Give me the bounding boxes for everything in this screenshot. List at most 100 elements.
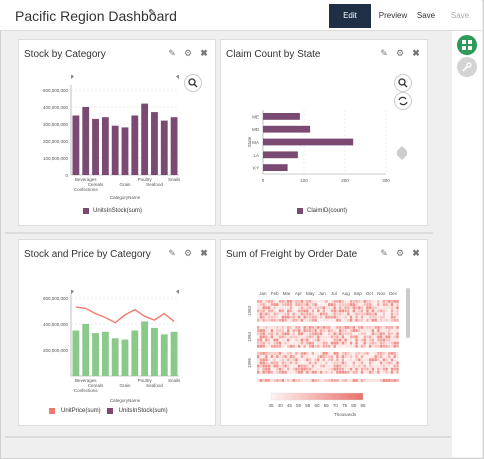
heat-cell [325, 300, 328, 303]
heat-cell [257, 315, 260, 319]
heat-cell [368, 315, 372, 319]
vertical-scrollbar[interactable] [406, 288, 410, 338]
heat-cell [325, 303, 328, 306]
heat-cell [276, 335, 279, 339]
heat-cell [281, 341, 285, 345]
heat-cell [366, 355, 369, 358]
heat-cell [360, 352, 364, 355]
month-label: Apr [295, 291, 303, 296]
heat-cell [355, 364, 358, 368]
close-icon[interactable]: ✖ [200, 247, 208, 258]
heat-cell [292, 326, 295, 329]
heat-cell [265, 332, 268, 336]
heat-cell [352, 341, 356, 345]
heat-cell [352, 367, 356, 371]
heat-cell [382, 367, 386, 371]
gear-icon[interactable]: ⚙ [183, 247, 193, 258]
heat-cell [363, 318, 366, 322]
heat-cell [325, 309, 328, 313]
heat-cell [281, 367, 285, 371]
heat-cell [333, 352, 336, 355]
heat-cell [366, 326, 369, 329]
heat-cell [295, 341, 298, 345]
heat-cell [287, 358, 290, 362]
grid-view-button[interactable] [457, 35, 477, 55]
wrench-button[interactable] [457, 57, 477, 77]
zoom-button[interactable] [184, 74, 202, 92]
heat-cell [338, 344, 342, 348]
heat-cell [314, 303, 317, 306]
heat-cell [390, 300, 394, 303]
heat-cell [338, 379, 342, 382]
pencil-icon[interactable]: ✎ [168, 247, 176, 258]
month-label: Jul [331, 291, 337, 296]
close-icon[interactable]: ✖ [412, 47, 420, 58]
heat-cell [358, 379, 361, 382]
heat-cell [390, 309, 394, 313]
bar [160, 334, 168, 376]
bar [131, 115, 139, 175]
heat-cell [292, 358, 295, 362]
scroll-handle[interactable] [397, 146, 407, 160]
heat-cell [363, 303, 366, 306]
close-icon[interactable]: ✖ [200, 47, 208, 58]
heat-cell [273, 306, 276, 310]
heat-cell [347, 367, 350, 371]
gear-icon[interactable]: ⚙ [183, 47, 193, 58]
x-tick-label: Beverages [75, 177, 97, 182]
heat-cell [390, 303, 394, 306]
refresh-button[interactable] [394, 92, 412, 110]
heat-cell [314, 338, 317, 342]
heat-cell [317, 329, 320, 332]
heat-cell [358, 329, 361, 332]
heat-cell [265, 379, 268, 382]
heat-cell [396, 335, 399, 339]
heat-cell [300, 332, 304, 336]
bar [263, 125, 311, 133]
heat-cell [393, 358, 396, 362]
heat-cell [328, 315, 331, 319]
heat-cell [319, 341, 323, 345]
close-icon[interactable]: ✖ [412, 247, 420, 258]
heat-cell [379, 355, 383, 358]
heat-cell [265, 326, 268, 329]
gear-icon[interactable]: ⚙ [395, 247, 405, 258]
scale-tick-label: 70 [333, 403, 339, 408]
heat-cell [259, 332, 263, 336]
heat-cell [374, 364, 377, 368]
heat-cell [366, 335, 369, 339]
edit-button[interactable]: Edit [329, 4, 371, 28]
pencil-icon[interactable]: ✎ [380, 47, 388, 58]
pencil-icon[interactable]: ✎ [380, 247, 388, 258]
heat-cell [379, 370, 383, 374]
heat-cell [347, 338, 350, 342]
preview-button[interactable]: Preview [378, 11, 408, 20]
heat-cell [311, 341, 315, 345]
heat-cell [289, 332, 293, 336]
heat-cell [322, 367, 325, 371]
heat-cell [333, 318, 336, 322]
save-as-button[interactable]: Save As... [450, 11, 470, 44]
heat-cell [306, 335, 309, 339]
heat-cell [317, 309, 320, 313]
heat-cell [322, 338, 325, 342]
pencil-icon[interactable]: ✎ [168, 47, 176, 58]
heat-cell [344, 303, 347, 306]
zoom-button[interactable] [394, 74, 412, 92]
heat-cell [396, 312, 399, 316]
heat-cell [281, 306, 285, 310]
heat-cell [306, 303, 309, 306]
save-button[interactable]: Save [416, 11, 436, 20]
heat-cell [379, 312, 383, 316]
heat-cell [306, 370, 309, 374]
gear-icon[interactable]: ⚙ [395, 47, 405, 58]
heat-cell [382, 344, 386, 348]
heat-cell [300, 326, 304, 329]
x-axis-label: CategoryName [110, 195, 141, 200]
heat-cell [388, 355, 391, 358]
heat-cell [382, 341, 386, 345]
heat-cell [349, 306, 353, 310]
edit-title-icon[interactable]: ✎ [148, 8, 157, 19]
heat-cell [325, 318, 328, 322]
heat-cell [393, 341, 396, 345]
